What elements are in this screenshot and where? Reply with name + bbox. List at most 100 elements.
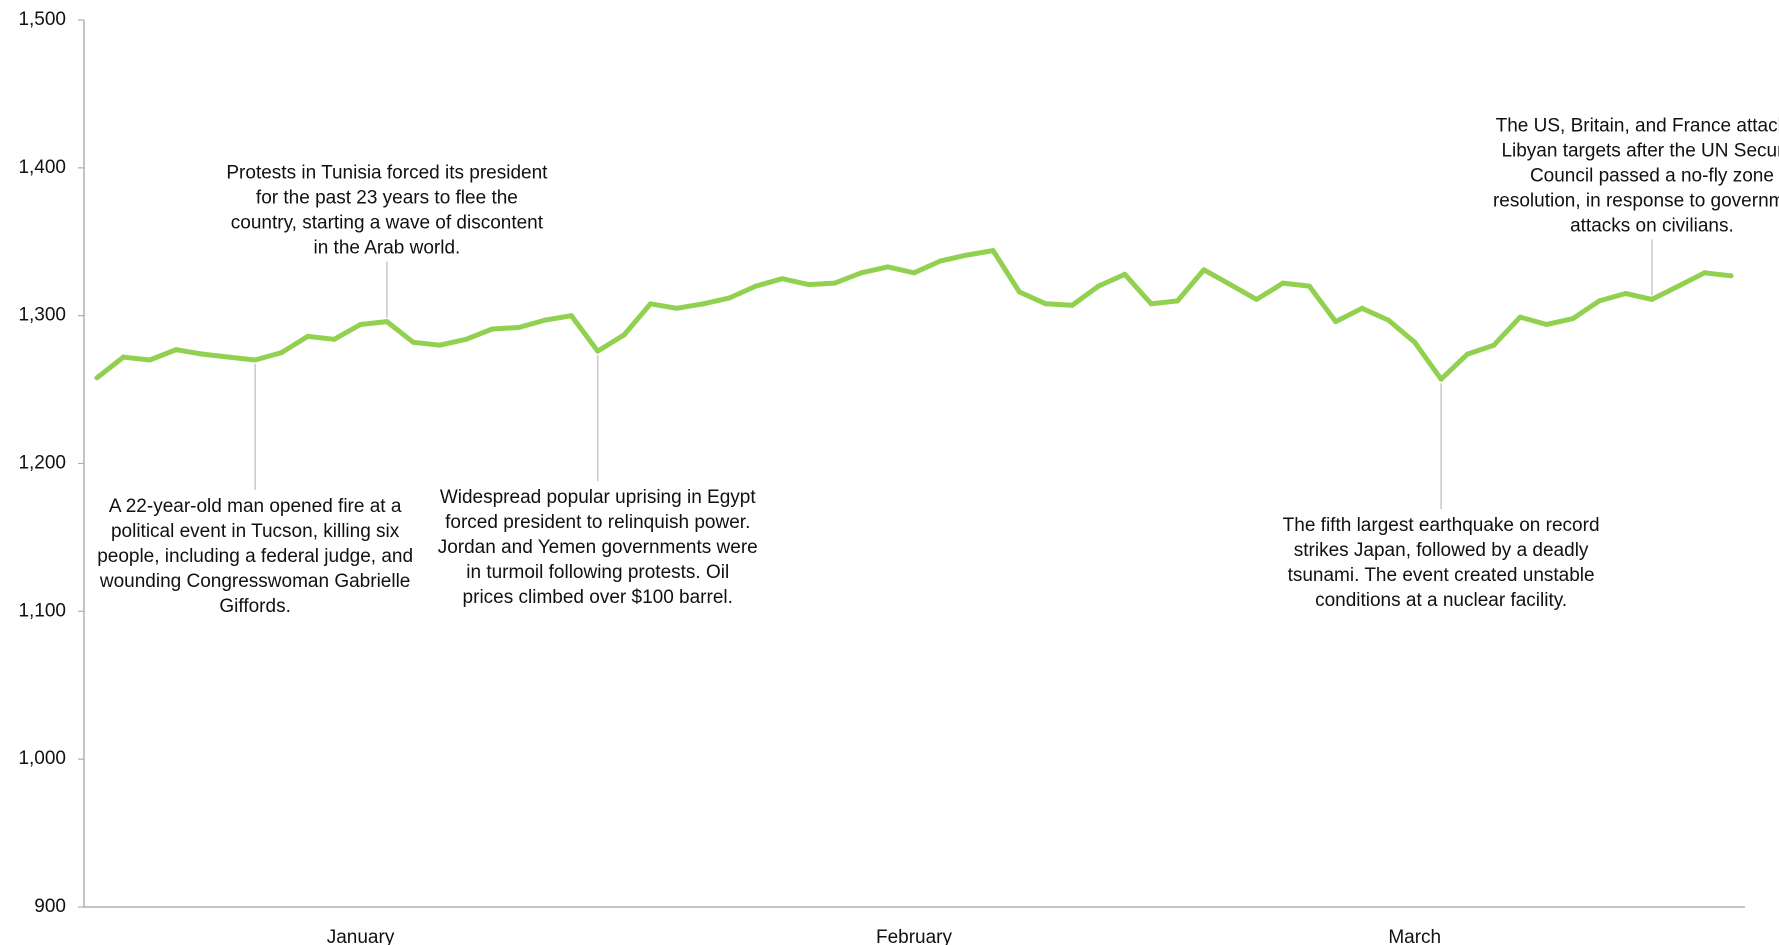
annotation-line: Jordan and Yemen governments were — [438, 537, 758, 558]
annotation-line: conditions at a nuclear facility. — [1315, 590, 1567, 611]
data-point — [1254, 296, 1260, 302]
annotation-line: in the Arab world. — [313, 238, 460, 259]
data-point — [1043, 301, 1049, 307]
data-point — [1649, 296, 1655, 302]
annotation-text: The fifth largest earthquake on record st… — [1283, 515, 1600, 611]
data-point — [120, 354, 126, 360]
data-point — [199, 351, 205, 357]
annotation-line: Widespread popular uprising in Egypt — [440, 487, 757, 508]
data-point — [1675, 283, 1681, 289]
data-point — [516, 324, 522, 330]
data-point — [463, 336, 469, 342]
data-point — [832, 280, 838, 286]
data-point — [1464, 351, 1470, 357]
series-group — [94, 248, 1734, 382]
annotation-line: Council passed a no-fly zone — [1530, 165, 1774, 186]
y-tick-label: 900 — [34, 896, 66, 917]
data-point — [621, 332, 627, 338]
data-point — [437, 342, 443, 348]
data-point — [1491, 342, 1497, 348]
data-point — [1175, 298, 1181, 304]
x-tick-label: January — [327, 927, 395, 945]
x-tick-label: March — [1388, 927, 1441, 945]
data-point — [1385, 317, 1391, 323]
annotation-line: resolution, in response to government — [1493, 190, 1779, 211]
annotation-line: Giffords. — [219, 596, 290, 617]
data-point — [278, 350, 284, 356]
data-point — [1359, 305, 1365, 311]
annotation-leaders — [254, 239, 1653, 510]
data-point — [1280, 280, 1286, 286]
data-point — [1596, 298, 1602, 304]
annotation-line: people, including a federal judge, and — [97, 546, 413, 567]
data-point — [1728, 273, 1734, 279]
annotation-line: Protests in Tunisia forced its president — [226, 163, 548, 184]
annotation-line: Libyan targets after the UN Security — [1501, 140, 1779, 161]
data-point — [331, 336, 337, 342]
annotation-line: country, starting a wave of discontent — [231, 213, 544, 234]
data-point — [1069, 302, 1075, 308]
data-point — [674, 305, 680, 311]
data-point — [1570, 316, 1576, 322]
data-point — [858, 270, 864, 276]
data-point — [1306, 283, 1312, 289]
data-point — [173, 347, 179, 353]
data-point — [252, 357, 258, 363]
annotation-text: The US, Britain, and France attacked Liby… — [1493, 115, 1779, 236]
data-point — [1095, 283, 1101, 289]
annotation-line: A 22-year-old man opened fire at a — [109, 496, 402, 517]
x-tick-label: February — [876, 927, 953, 945]
data-point — [1412, 339, 1418, 345]
y-tick-label: 1,400 — [18, 157, 66, 178]
annotation-line: forced president to relinquish power. — [445, 512, 750, 533]
data-point — [1623, 290, 1629, 296]
annotation-line: prices climbed over $100 barrel. — [463, 587, 733, 608]
annotation-line: in turmoil following protests. Oil — [466, 562, 729, 583]
data-point — [384, 319, 390, 325]
annotation-text: A 22-year-old man opened fire at a politi… — [97, 496, 413, 617]
data-point — [727, 295, 733, 301]
data-point — [1438, 376, 1444, 382]
data-point — [700, 301, 706, 307]
y-tick-label: 1,300 — [18, 305, 66, 326]
annotation-line: tsunami. The event created unstable — [1288, 565, 1595, 586]
data-point — [1201, 267, 1207, 273]
data-point — [226, 354, 232, 360]
y-tick-label: 1,100 — [18, 600, 66, 621]
data-point — [1227, 282, 1233, 288]
data-point — [885, 264, 891, 270]
data-point — [964, 252, 970, 258]
data-point — [305, 333, 311, 339]
data-point — [489, 326, 495, 332]
data-point — [542, 317, 548, 323]
annotation-text: Protests in Tunisia forced its president… — [226, 163, 548, 259]
data-point — [1016, 289, 1022, 295]
y-axis: 900 1,000 1,100 1,200 1,300 1,400 1,500 — [18, 9, 85, 917]
series-line — [94, 248, 1734, 382]
annotation-line: attacks on civilians. — [1570, 215, 1734, 236]
data-point — [568, 313, 574, 319]
data-point — [1702, 270, 1708, 276]
data-point — [1544, 322, 1550, 328]
annotation-line: political event in Tucson, killing six — [111, 521, 400, 542]
x-axis: January February March — [84, 906, 1745, 945]
data-point — [753, 283, 759, 289]
annotation-line: for the past 23 years to flee the — [256, 188, 518, 209]
data-point — [1148, 301, 1154, 307]
data-point — [911, 270, 917, 276]
data-point — [779, 276, 785, 282]
annotation-line: strikes Japan, followed by a deadly — [1294, 540, 1589, 561]
annotations: A 22-year-old man opened fire at a politi… — [97, 115, 1779, 617]
data-point — [1333, 319, 1339, 325]
data-point — [1122, 271, 1128, 277]
data-point — [647, 301, 653, 307]
data-point — [147, 357, 153, 363]
data-point — [937, 258, 943, 264]
annotation-line: wounding Congresswoman Gabrielle — [99, 571, 411, 592]
data-point — [806, 282, 812, 288]
y-tick-label: 1,200 — [18, 453, 66, 474]
annotation-text: Widespread popular uprising in Egypt forc… — [438, 487, 758, 608]
data-point — [94, 375, 100, 381]
data-point — [358, 322, 364, 328]
